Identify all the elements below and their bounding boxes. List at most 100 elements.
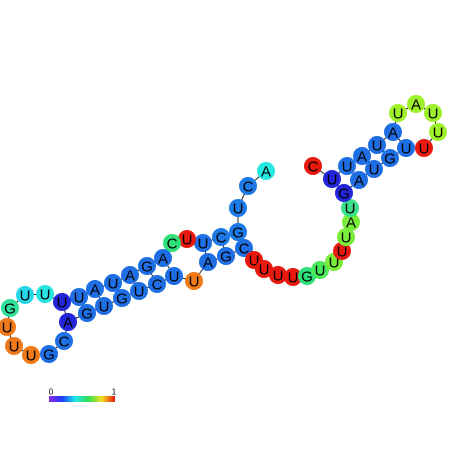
- nucleotide-label: U: [99, 299, 110, 316]
- nucleotide: [199, 253, 217, 271]
- nucleotide: [350, 171, 368, 189]
- nucleotide: [217, 247, 235, 265]
- nucleotide: [22, 346, 40, 364]
- nucleotide-label: A: [357, 149, 367, 166]
- nucleotide: [212, 228, 230, 246]
- nucleotide-label: U: [20, 288, 31, 305]
- nucleotide: [337, 228, 355, 246]
- nucleotide: [397, 139, 415, 157]
- nucleotide: [113, 289, 131, 307]
- scale-min: 0: [49, 388, 54, 397]
- nucleotide: [424, 104, 442, 122]
- nucleotide: [384, 123, 402, 141]
- nucleotide: [55, 332, 73, 350]
- nucleotide: [284, 268, 302, 286]
- nucleotide-label: U: [315, 263, 326, 280]
- nucleotide-label: G: [220, 249, 232, 266]
- nucleotide-label: A: [158, 251, 168, 268]
- nucleotide: [429, 123, 447, 141]
- nucleotide: [269, 266, 287, 284]
- nucleotide-label: U: [329, 255, 340, 272]
- nucleotide-label: U: [433, 125, 444, 142]
- nucleotide-label: G: [232, 225, 244, 242]
- nucleotide: [185, 272, 203, 290]
- nucleotide: [53, 293, 71, 311]
- nucleotide-label: U: [419, 141, 430, 158]
- nucleotide-label: A: [125, 268, 135, 285]
- nucleotide-label: A: [63, 315, 73, 332]
- nucleotide: [0, 318, 16, 336]
- nucleotide-label: A: [411, 97, 421, 114]
- nucleotide: [163, 234, 181, 252]
- nucleotide: [178, 230, 196, 248]
- nucleotide-label: G: [384, 151, 396, 168]
- nucleotide: [95, 297, 113, 315]
- nucleotide: [407, 95, 425, 113]
- nucleotide-label: A: [203, 255, 213, 272]
- nucleotide: [235, 239, 253, 257]
- nucleotide: [338, 157, 356, 175]
- nucleotide-label: U: [40, 287, 51, 304]
- nucleotide-label: U: [342, 159, 353, 176]
- nucleotide-label: A: [346, 215, 356, 232]
- nucleotide-label: U: [169, 269, 180, 286]
- nucleotide-label: U: [9, 339, 20, 356]
- nucleotide-label: U: [108, 276, 119, 293]
- nucleotide: [341, 199, 359, 217]
- nucleotide: [368, 136, 386, 154]
- nucleotide-label: A: [90, 282, 100, 299]
- nucleotide: [16, 286, 34, 304]
- nucleotide-label: G: [4, 301, 16, 318]
- nucleotide-label: U: [393, 106, 404, 123]
- nucleotide: [70, 288, 88, 306]
- nucleotide-label: G: [338, 186, 350, 203]
- nucleotide-label: U: [369, 162, 380, 179]
- nucleotide: [154, 249, 172, 267]
- nucleotide: [229, 223, 247, 241]
- nucleotide-label: A: [388, 125, 398, 142]
- nucleotide: [257, 162, 275, 180]
- nucleotide: [229, 199, 247, 217]
- nucleotide-label: G: [301, 269, 313, 286]
- nucleotide: [304, 157, 322, 175]
- nucleotide-label: U: [134, 284, 145, 301]
- nucleotide-label: U: [74, 290, 85, 307]
- nucleotide-label: C: [243, 179, 254, 196]
- nucleotide-label: U: [57, 295, 68, 312]
- nucleotide-label: U: [273, 268, 284, 285]
- nucleotide: [138, 257, 156, 275]
- nucleotide: [40, 345, 58, 363]
- nucleotide-label: A: [261, 164, 271, 181]
- nucleotide: [5, 337, 23, 355]
- nucleotide-label: C: [308, 159, 319, 176]
- nucleotide: [130, 282, 148, 300]
- nucleotide-label: U: [288, 270, 299, 287]
- nucleotide: [194, 234, 212, 252]
- nucleotide-label: C: [167, 236, 178, 253]
- nucleotide-label: A: [354, 173, 364, 190]
- nucleotide-label: C: [152, 277, 163, 294]
- nucleotide-label: C: [216, 230, 227, 247]
- nucleotide: [323, 170, 341, 188]
- nucleotide-label: U: [345, 201, 356, 218]
- nucleotide-label: U: [372, 138, 383, 155]
- nucleotide-label: C: [239, 241, 250, 258]
- nucleotide: [239, 177, 257, 195]
- nucleotide-label: U: [327, 172, 338, 189]
- nucleotide: [381, 149, 399, 167]
- nucleotide: [1, 299, 19, 317]
- nucleotide: [335, 184, 353, 202]
- nucleotide-label: U: [198, 236, 209, 253]
- nucleotide-label: U: [189, 274, 200, 291]
- nucleotide-label: U: [249, 253, 260, 270]
- nucleotide: [104, 274, 122, 292]
- nucleotide: [333, 242, 351, 260]
- nucleotide-label: U: [26, 348, 37, 365]
- nucleotide: [353, 147, 371, 165]
- nucleotide: [255, 260, 273, 278]
- nucleotide: [365, 160, 383, 178]
- nucleotide-label: U: [2, 320, 13, 337]
